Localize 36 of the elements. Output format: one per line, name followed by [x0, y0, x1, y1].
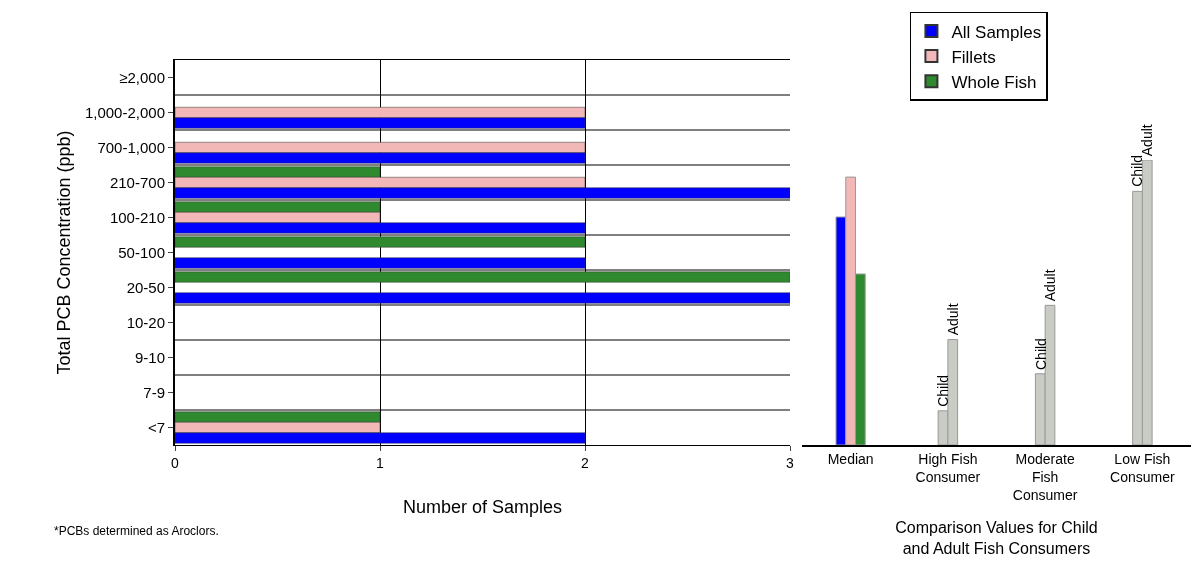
text: Child	[935, 374, 952, 407]
x-axis-title: Number of Samples	[402, 496, 563, 517]
text: Adult	[1041, 269, 1058, 302]
y-tick-label: 1,000-2,000	[84, 103, 165, 121]
y-tick-label: 9-10	[134, 348, 165, 366]
y-tick-label: 10-20	[126, 313, 165, 331]
y-tick-label: ≥2,000	[119, 68, 165, 86]
text: Adult	[945, 303, 962, 336]
x-tick-label: 3	[786, 454, 795, 471]
x-axis-title: Comparison Values for Child and Adult Fish Consumers	[895, 519, 1098, 558]
x-tick-label: 1	[376, 454, 385, 471]
bar	[175, 271, 790, 283]
x-tick-label: 0	[171, 454, 180, 471]
x-tick-label: Median	[827, 450, 874, 467]
y-tick-label: 7-9	[143, 383, 165, 401]
x-tick-label: High Fish Consumer	[915, 450, 981, 485]
x-tick-label: 2	[581, 454, 590, 471]
text: Child	[1032, 338, 1049, 371]
bar	[175, 236, 586, 248]
legend-label: Fillets	[951, 47, 996, 67]
y-tick-label: 20-50	[126, 278, 165, 296]
y-axis-title: Total PCB Concentration (ppb)	[53, 130, 74, 375]
bar	[175, 257, 586, 269]
text: Adult	[1139, 124, 1156, 157]
x-tick-label: Low Fish Consumer	[1110, 450, 1175, 485]
legend-label: Whole Fish	[951, 72, 1037, 92]
y-tick-label: 50-100	[118, 243, 165, 261]
bar	[175, 292, 790, 304]
legend-label: All Samples	[951, 22, 1042, 42]
y-tick-label: 100-210	[109, 208, 165, 226]
text: Child	[1129, 154, 1146, 187]
y-tick-label: 700-1,000	[97, 138, 165, 156]
x-tick-label: Moderate Fish Consumer	[1012, 450, 1078, 504]
text: *PCBs determined as Aroclors.	[54, 524, 219, 538]
y-tick-label: <7	[147, 418, 165, 436]
y-tick-label: 210-700	[109, 173, 165, 191]
